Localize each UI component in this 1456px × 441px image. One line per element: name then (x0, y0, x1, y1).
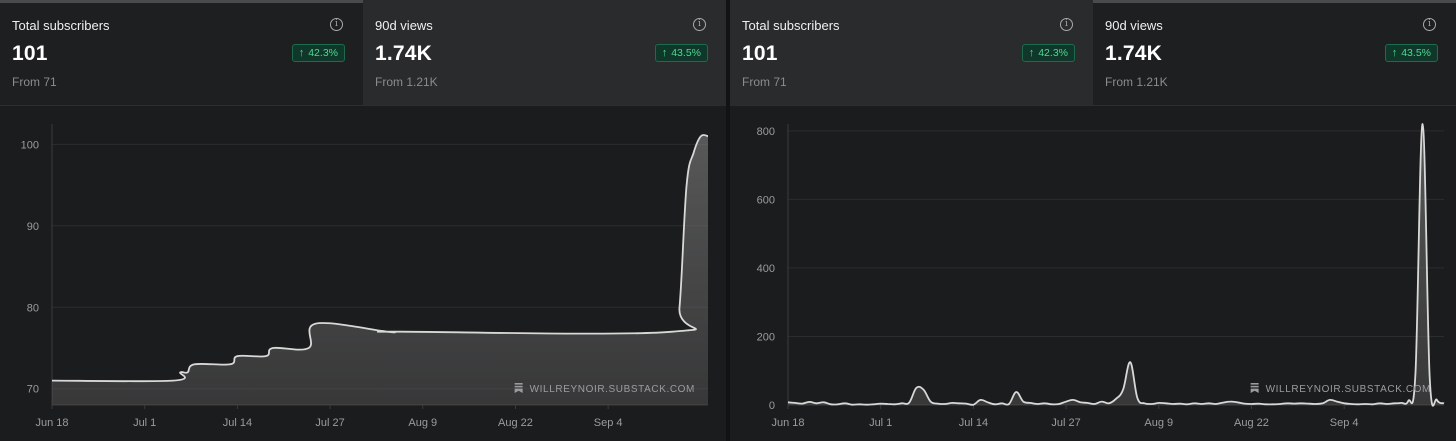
stat-title: 90d views (375, 18, 433, 33)
substack-logo-icon (1250, 383, 1259, 393)
stat-card-total-subscribers[interactable]: Total subscribers 101 From 71 i ↑ 42.3% (0, 0, 363, 106)
logo-bar (1250, 383, 1259, 385)
x-tick-label: Jul 1 (133, 417, 156, 429)
watermark-text: WILLREYNOIR.SUBSTACK.COM (1266, 384, 1431, 395)
y-tick-label: 0 (769, 400, 775, 412)
x-tick-label: Sep 4 (594, 417, 623, 429)
change-badge: ↑ 42.3% (291, 44, 345, 62)
watermark: WILLREYNOIR.SUBSTACK.COM (1250, 383, 1431, 395)
y-tick-label: 80 (27, 302, 39, 314)
stat-from: From 1.21K (1105, 75, 1168, 89)
logo-bar (514, 383, 523, 385)
x-tick-label: Aug 9 (408, 417, 437, 429)
stats-row: Total subscribers 101 From 71 i ↑ 42.3% 9… (730, 0, 1456, 106)
analytics-panel-right: Total subscribers 101 From 71 i ↑ 42.3% 9… (730, 0, 1456, 441)
y-tick-label: 200 (757, 331, 775, 343)
change-badge: ↑ 43.5% (654, 44, 708, 62)
substack-logo-icon (514, 383, 523, 393)
logo-bar (1250, 385, 1259, 388)
x-tick-label: Aug 22 (498, 417, 533, 429)
y-tick-label: 100 (21, 139, 39, 151)
series-line (787, 123, 1445, 407)
x-tick-label: Jun 18 (771, 417, 804, 429)
y-tick-label: 400 (757, 263, 775, 275)
series-area (788, 123, 1444, 406)
series-area (52, 134, 708, 405)
series-line (51, 134, 709, 383)
stat-card-90d-views[interactable]: 90d views 1.74K From 1.21K i ↑ 43.5% (363, 0, 726, 106)
y-tick-label: 90 (27, 221, 39, 233)
x-tick-label: Jul 14 (223, 417, 252, 429)
watermark-text: WILLREYNOIR.SUBSTACK.COM (530, 384, 695, 395)
stat-value: 101 (742, 42, 778, 65)
arrow-up-icon: ↑ (298, 47, 305, 59)
stat-card-total-subscribers[interactable]: Total subscribers 101 From 71 i ↑ 42.3% (730, 0, 1093, 106)
arrow-up-icon: ↑ (1391, 47, 1398, 59)
subscribers-chart[interactable]: 70 80 90 100 Jun 18 Jul 1 Jul 14 Jul 27 Aug 9 Aug… (0, 106, 726, 441)
info-icon[interactable]: i (1060, 18, 1073, 31)
logo-bar (514, 385, 523, 388)
arrow-up-icon: ↑ (661, 47, 668, 59)
arrow-up-icon: ↑ (1028, 47, 1035, 59)
logo-ribbon (514, 388, 523, 393)
analytics-panel-left: Total subscribers 101 From 71 i ↑ 42.3% 9… (0, 0, 726, 441)
x-tick-label: Sep 4 (1330, 417, 1359, 429)
change-value: 42.3% (308, 47, 338, 59)
change-value: 43.5% (671, 47, 701, 59)
info-icon[interactable]: i (330, 18, 343, 31)
x-tick-label: Aug 22 (1234, 417, 1269, 429)
change-value: 43.5% (1401, 47, 1431, 59)
y-tick-label: 600 (757, 194, 775, 206)
y-tick-label: 800 (757, 126, 775, 138)
change-badge: ↑ 43.5% (1384, 44, 1438, 62)
watermark: WILLREYNOIR.SUBSTACK.COM (514, 383, 695, 395)
stat-title: 90d views (1105, 18, 1163, 33)
change-value: 42.3% (1038, 47, 1068, 59)
x-tick-label: Jul 27 (315, 417, 344, 429)
stats-row: Total subscribers 101 From 71 i ↑ 42.3% 9… (0, 0, 726, 106)
stat-value: 1.74K (1105, 42, 1163, 65)
stat-from: From 71 (12, 75, 57, 89)
stat-title: Total subscribers (742, 18, 840, 33)
stat-title: Total subscribers (12, 18, 110, 33)
x-tick-label: Jul 27 (1051, 417, 1080, 429)
stat-card-90d-views[interactable]: 90d views 1.74K From 1.21K i ↑ 43.5% (1093, 0, 1456, 106)
stat-value: 1.74K (375, 42, 433, 65)
x-tick-label: Jun 18 (35, 417, 68, 429)
stat-value: 101 (12, 42, 48, 65)
info-icon[interactable]: i (1423, 18, 1436, 31)
change-badge: ↑ 42.3% (1021, 44, 1075, 62)
logo-ribbon (1250, 388, 1259, 393)
views-chart[interactable]: 0 200 400 600 800 Jun 18 Jul 1 Jul 14 Jul 27 Aug … (730, 106, 1456, 441)
stat-from: From 71 (742, 75, 787, 89)
x-tick-label: Jul 14 (959, 417, 988, 429)
x-tick-label: Aug 9 (1144, 417, 1173, 429)
y-tick-label: 70 (27, 384, 39, 396)
x-tick-label: Jul 1 (869, 417, 892, 429)
stat-from: From 1.21K (375, 75, 438, 89)
info-icon[interactable]: i (693, 18, 706, 31)
